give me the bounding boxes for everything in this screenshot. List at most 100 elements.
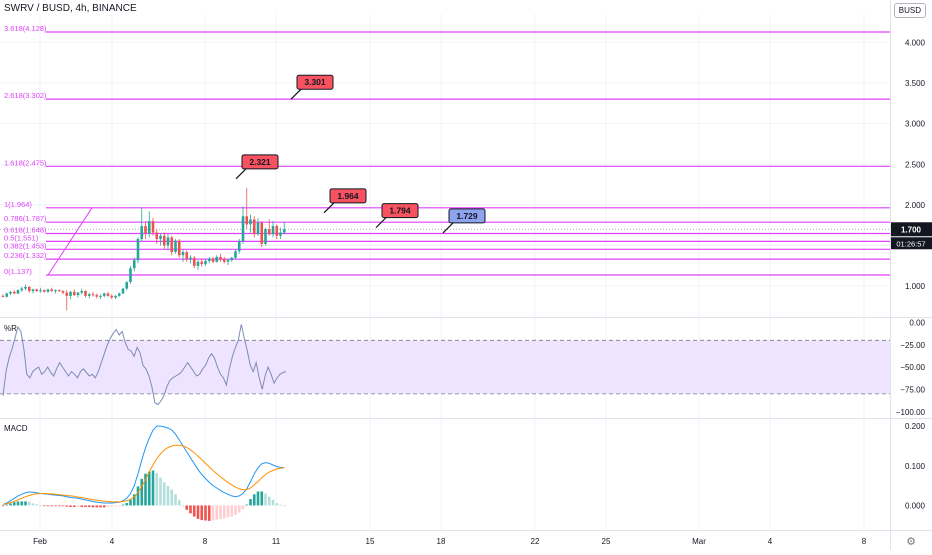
macd-histogram-bar — [219, 505, 222, 519]
candle-body — [132, 260, 136, 269]
macd-histogram-bar — [237, 505, 241, 513]
macd-histogram-bar — [192, 505, 196, 517]
macd-histogram-bar — [102, 505, 106, 508]
candle-body — [27, 286, 31, 292]
macd-histogram-bar — [181, 505, 185, 507]
macd-histogram-bar — [215, 505, 219, 520]
macd-histogram-bar — [12, 502, 16, 506]
candle-body — [42, 290, 46, 292]
wr-tick-label: −25.00 — [900, 341, 925, 350]
macd-histogram-bar — [72, 505, 76, 508]
macd-histogram-bar — [24, 501, 27, 506]
candle-body — [279, 232, 282, 236]
macd-histogram-bar — [95, 505, 99, 508]
macd-histogram-bar — [1, 505, 5, 507]
macd-histogram-bar — [84, 505, 87, 508]
macd-histogram-bar — [147, 471, 151, 506]
candle-body — [65, 292, 69, 296]
candle-body — [162, 235, 166, 246]
macd-histogram-bar — [5, 504, 9, 506]
candle-body — [5, 293, 9, 297]
candle-body — [252, 219, 256, 235]
candle-body — [87, 294, 91, 296]
macd-histogram-bar — [16, 501, 20, 506]
candle-body — [102, 293, 106, 296]
time-tick-label: Mar — [692, 537, 706, 546]
macd-histogram-bar — [279, 504, 282, 506]
candle-body — [69, 291, 72, 296]
currency-badge[interactable]: BUSD — [893, 3, 926, 18]
macd-histogram-bar — [264, 493, 267, 506]
macd-histogram-bar — [170, 489, 174, 506]
wr-tick-label: −100.00 — [896, 408, 926, 417]
macd-histogram-bar — [166, 485, 170, 506]
macd-histogram-bar — [234, 505, 237, 515]
annotation-label: 2.321 — [249, 157, 271, 167]
candle-body — [110, 295, 114, 298]
candle-body — [222, 259, 226, 262]
time-tick-label: 8 — [862, 537, 867, 546]
macd-histogram-bar — [35, 504, 39, 506]
candle-body — [84, 291, 87, 296]
macd-histogram-bar — [110, 505, 114, 507]
price-tick-label: 3.000 — [905, 120, 926, 129]
candle-body — [226, 260, 230, 262]
fib-level-label: 0.786(1.787) — [4, 214, 47, 223]
candle-body — [151, 221, 155, 233]
annotation-box[interactable] — [241, 154, 279, 170]
annotation-pointer — [290, 88, 302, 100]
macd-histogram-bar — [226, 505, 230, 518]
macd-histogram-bar — [125, 503, 129, 506]
candle-body — [271, 226, 275, 235]
macd-histogram-bar — [140, 478, 144, 506]
candle-body — [140, 226, 144, 240]
annotation-box[interactable] — [381, 203, 419, 219]
annotation-box[interactable] — [296, 74, 334, 90]
candle-body — [264, 229, 267, 244]
candle-body — [95, 295, 99, 297]
macd-tick-label: 0.100 — [905, 462, 926, 471]
candle-body — [54, 290, 57, 292]
candle-body — [234, 251, 237, 258]
macd-histogram-bar — [61, 505, 65, 507]
macd-histogram-bar — [57, 505, 61, 507]
fib-level-label: 0.5(1.551) — [4, 233, 39, 242]
candle-body — [136, 239, 140, 261]
macd-histogram-bar — [144, 473, 147, 506]
candle-body — [181, 252, 185, 256]
chart-title: SWRV / BUSD, 4h, BINANCE — [4, 3, 137, 14]
candle-body — [249, 219, 252, 225]
macd-histogram-bar — [136, 486, 140, 506]
macd-histogram-bar — [151, 470, 155, 506]
macd-histogram-bar — [106, 505, 110, 508]
current-price-value: 1.700 — [901, 225, 922, 234]
candle-body — [125, 282, 129, 289]
candle-body — [91, 294, 95, 296]
macd-histogram-bar — [267, 496, 271, 506]
candle-body — [215, 256, 219, 262]
countdown-value: 01:26:57 — [896, 239, 925, 248]
macd-histogram-bar — [129, 499, 132, 506]
macd-histogram-bar — [245, 504, 249, 506]
macd-histogram-bar — [177, 500, 181, 506]
current-price-badge — [891, 222, 932, 237]
macd-title: MACD — [4, 424, 28, 433]
candle-body — [80, 291, 84, 293]
settings-gear-icon[interactable]: ⚙ — [906, 536, 916, 548]
candle-body — [219, 256, 222, 260]
candle-body — [31, 289, 35, 292]
candle-body — [260, 222, 264, 244]
annotation-label: 1.964 — [337, 191, 359, 201]
candle-body — [9, 291, 12, 294]
candle-body — [177, 240, 181, 256]
macd-histogram-bar — [80, 505, 84, 508]
annotation-box[interactable] — [448, 208, 486, 224]
candle-body — [147, 221, 151, 234]
candle-body — [170, 237, 174, 253]
candle-body — [106, 293, 110, 296]
candle-body — [144, 226, 147, 234]
annotation-box[interactable] — [329, 188, 367, 204]
macd-histogram-bar — [260, 491, 264, 506]
macd-histogram-bar — [204, 505, 207, 521]
time-tick-label: 15 — [366, 537, 375, 546]
